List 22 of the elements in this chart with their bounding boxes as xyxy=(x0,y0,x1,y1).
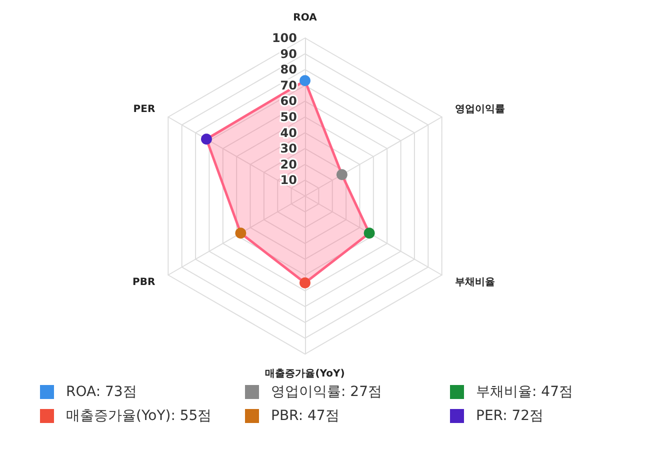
spoke-label: 매출증가율(YoY) xyxy=(265,368,345,380)
spoke-label: 영업이익률 xyxy=(454,104,505,115)
y-tick-label: 100 xyxy=(272,31,297,45)
text: PER: 72점 xyxy=(476,408,544,424)
y-tick-label: 20 xyxy=(280,157,297,172)
spoke-label: PER xyxy=(133,104,156,115)
text: PBR: 47점 xyxy=(271,408,340,424)
y-tick-label: 50 xyxy=(280,110,297,124)
spoke-label: PBR xyxy=(132,277,156,288)
y-tick-label: 70 xyxy=(280,78,297,92)
spoke-label: 부채비율 xyxy=(454,277,495,288)
y-tick-label: 60 xyxy=(280,94,297,108)
spoke-label: ROA xyxy=(293,12,318,24)
text: ROA: 73점 xyxy=(66,384,137,400)
text: 매출증가율(YoY): 55점 xyxy=(66,408,212,424)
text: 부채비율: 47점 xyxy=(476,384,573,400)
y-tick-label: 30 xyxy=(280,142,297,156)
text: 영업이익률: 27점 xyxy=(271,384,382,400)
y-tick-label: 90 xyxy=(280,46,297,61)
y-tick-label: 80 xyxy=(280,62,297,77)
y-tick-label: 10 xyxy=(280,173,297,188)
y-tick-label: 40 xyxy=(280,126,297,140)
